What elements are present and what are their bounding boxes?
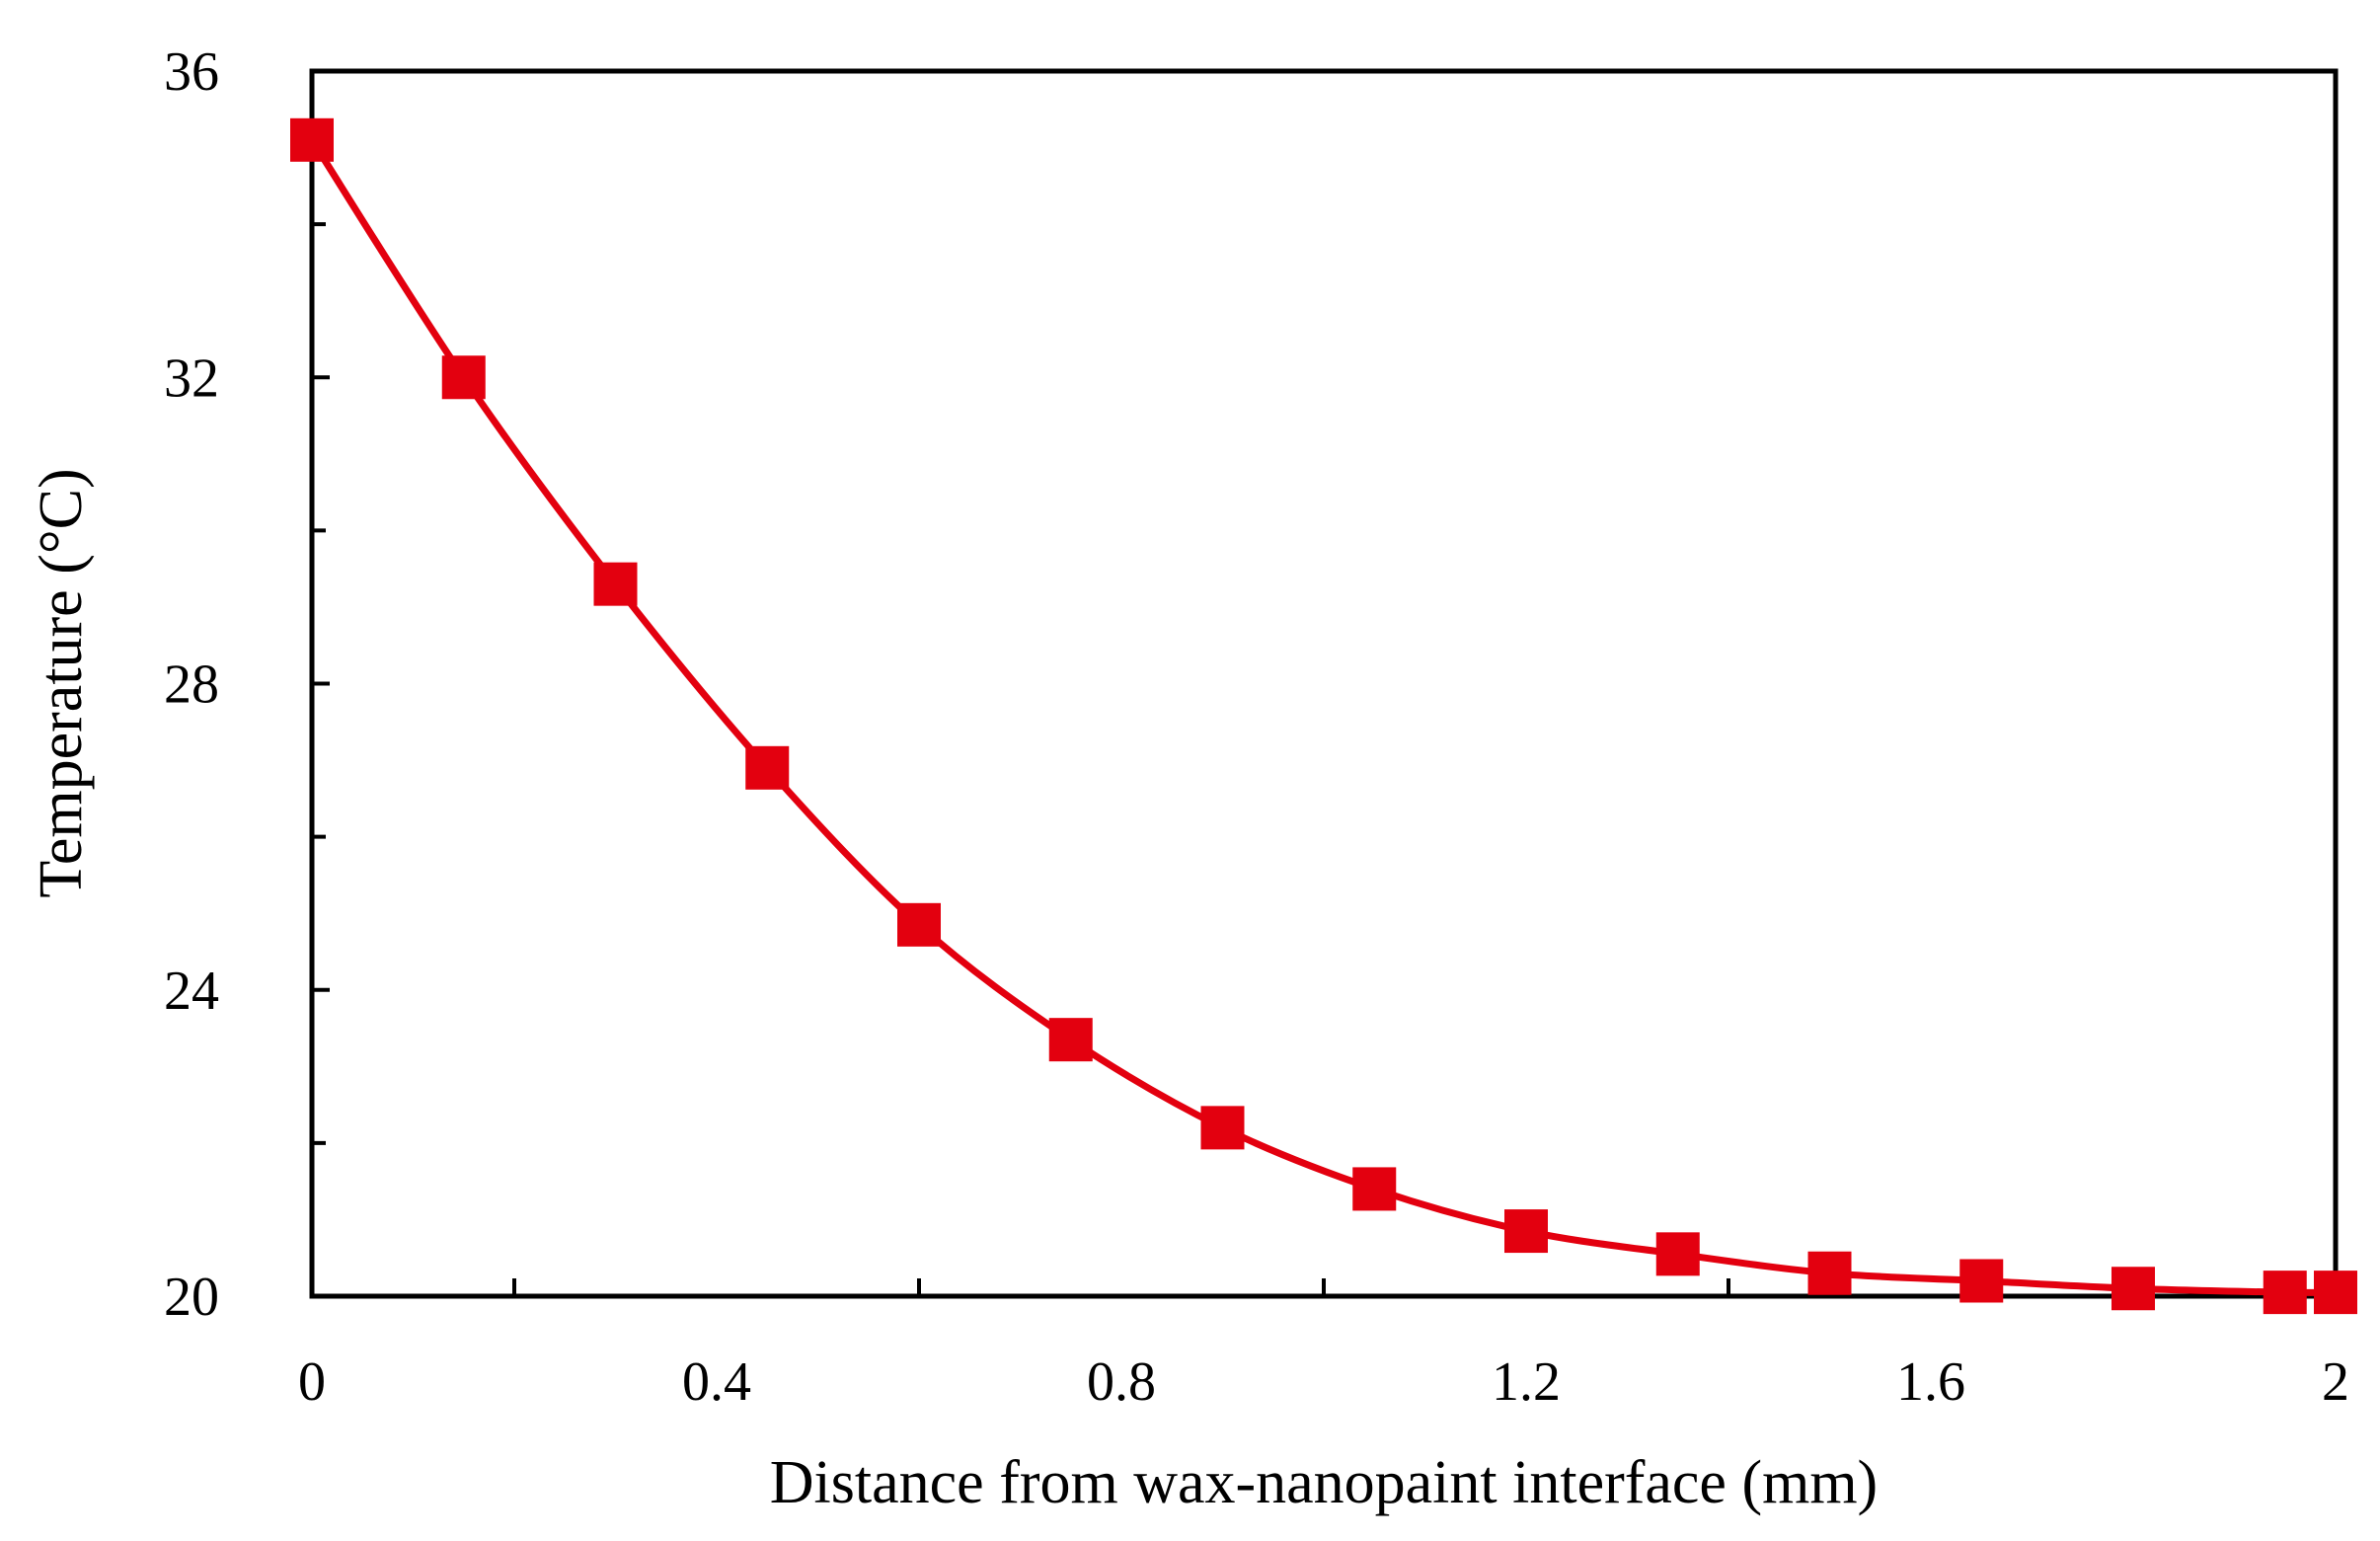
- data-point: [1655, 1232, 1700, 1276]
- data-point: [1352, 1167, 1397, 1211]
- y-tick-label: 32: [164, 347, 219, 409]
- data-point: [290, 117, 334, 162]
- data-point: [1504, 1209, 1548, 1254]
- series-layer: [290, 117, 2357, 1315]
- data-point: [1807, 1251, 1852, 1295]
- x-tick-label: 1.6: [1896, 1351, 1965, 1413]
- data-point: [441, 355, 486, 400]
- data-point: [2263, 1271, 2307, 1315]
- data-point: [593, 562, 638, 606]
- x-axis-title: Distance from wax-nanopaint interface (m…: [770, 1449, 1878, 1516]
- y-tick-labels: 20 24 28 32 36: [164, 41, 219, 1328]
- data-point: [1048, 1018, 1093, 1062]
- y-tick-label: 24: [164, 961, 219, 1022]
- data-point: [1959, 1259, 2004, 1303]
- data-point: [2314, 1271, 2357, 1315]
- x-tick-labels: 0 0.4 0.8 1.2 1.6 2: [298, 1351, 2349, 1413]
- x-tick-label: 0: [298, 1351, 326, 1413]
- x-tick-label: 0.8: [1087, 1351, 1156, 1413]
- data-point: [897, 902, 941, 947]
- series-line: [309, 137, 2337, 1296]
- y-tick-label: 28: [164, 655, 219, 716]
- x-tick-label: 0.4: [682, 1351, 751, 1413]
- data-point: [745, 745, 790, 790]
- x-tick-label: 1.2: [1492, 1351, 1561, 1413]
- data-point: [2111, 1267, 2155, 1311]
- y-tick-label: 20: [164, 1267, 219, 1328]
- x-tick-label: 2: [2322, 1351, 2349, 1413]
- plot-frame: [309, 68, 2339, 1299]
- data-point: [1200, 1106, 1245, 1150]
- y-tick-label: 36: [164, 41, 219, 103]
- y-axis-title: Temperature (°C): [28, 468, 95, 897]
